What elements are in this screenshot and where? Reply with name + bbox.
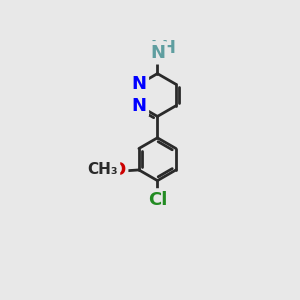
Text: Cl: Cl xyxy=(148,191,167,209)
Text: H: H xyxy=(162,39,176,57)
Text: N: N xyxy=(131,97,146,115)
Text: N: N xyxy=(131,75,146,93)
Text: O: O xyxy=(110,161,126,179)
Text: N: N xyxy=(150,44,165,62)
Text: H: H xyxy=(151,39,164,57)
Text: CH₃: CH₃ xyxy=(87,162,118,177)
